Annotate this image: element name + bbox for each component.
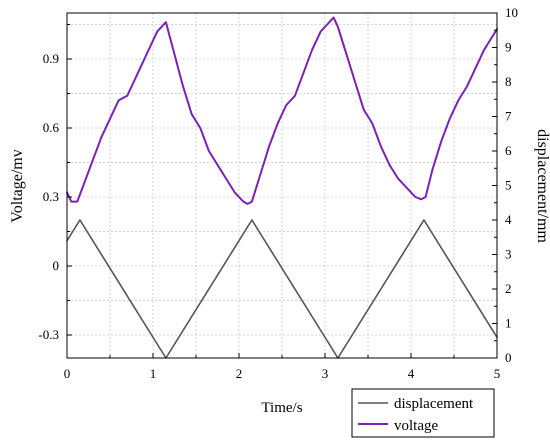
x-tick-label: 5 bbox=[494, 366, 501, 381]
y-left-tick-label: 0.3 bbox=[43, 189, 59, 204]
series-line-voltage bbox=[66, 16, 498, 205]
axes: 0 1 2 3 4 5 -0.3 0 0.3 0.6 0.9 0 1 2 3 4 5 6 7 8 9 10 bbox=[38, 5, 518, 381]
y-right-tick-label: 7 bbox=[505, 109, 512, 124]
y-left-tick-label: -0.3 bbox=[38, 327, 59, 342]
y-right-tick-label: 6 bbox=[505, 143, 512, 158]
x-axis-label: Time/s bbox=[261, 400, 302, 416]
y-left-tick-label: 0.6 bbox=[43, 120, 60, 135]
y-right-tick-label: 3 bbox=[505, 247, 512, 262]
y-right-tick-label: 2 bbox=[505, 281, 512, 296]
grid-lines bbox=[67, 13, 497, 358]
y-right-tick-label: 0 bbox=[505, 350, 512, 365]
y-left-tick-label: 0.9 bbox=[43, 51, 59, 66]
x-tick-label: 0 bbox=[64, 366, 71, 381]
y-left-tick-label: 0 bbox=[53, 258, 60, 273]
y-right-tick-label: 10 bbox=[505, 5, 518, 20]
x-tick-label: 2 bbox=[236, 366, 243, 381]
legend: displacement voltage bbox=[351, 388, 495, 438]
x-tick-label: 3 bbox=[322, 366, 329, 381]
y-axis-left-label: Voltage/mv bbox=[9, 149, 26, 222]
legend-label-voltage: voltage bbox=[394, 418, 438, 434]
series-line-displacement bbox=[66, 219, 498, 359]
x-tick-label: 4 bbox=[408, 366, 415, 381]
y-right-tick-label: 8 bbox=[505, 74, 512, 89]
y-axis-right-label: displacement/mm bbox=[534, 129, 550, 243]
y-right-tick-label: 4 bbox=[505, 212, 512, 227]
x-tick-label: 1 bbox=[150, 366, 157, 381]
y-right-tick-label: 5 bbox=[505, 178, 512, 193]
legend-box bbox=[351, 388, 495, 438]
series-layer bbox=[66, 16, 498, 359]
y-right-tick-label: 1 bbox=[505, 316, 512, 331]
legend-label-displacement: displacement bbox=[394, 396, 474, 412]
y-right-tick-label: 9 bbox=[505, 40, 512, 55]
